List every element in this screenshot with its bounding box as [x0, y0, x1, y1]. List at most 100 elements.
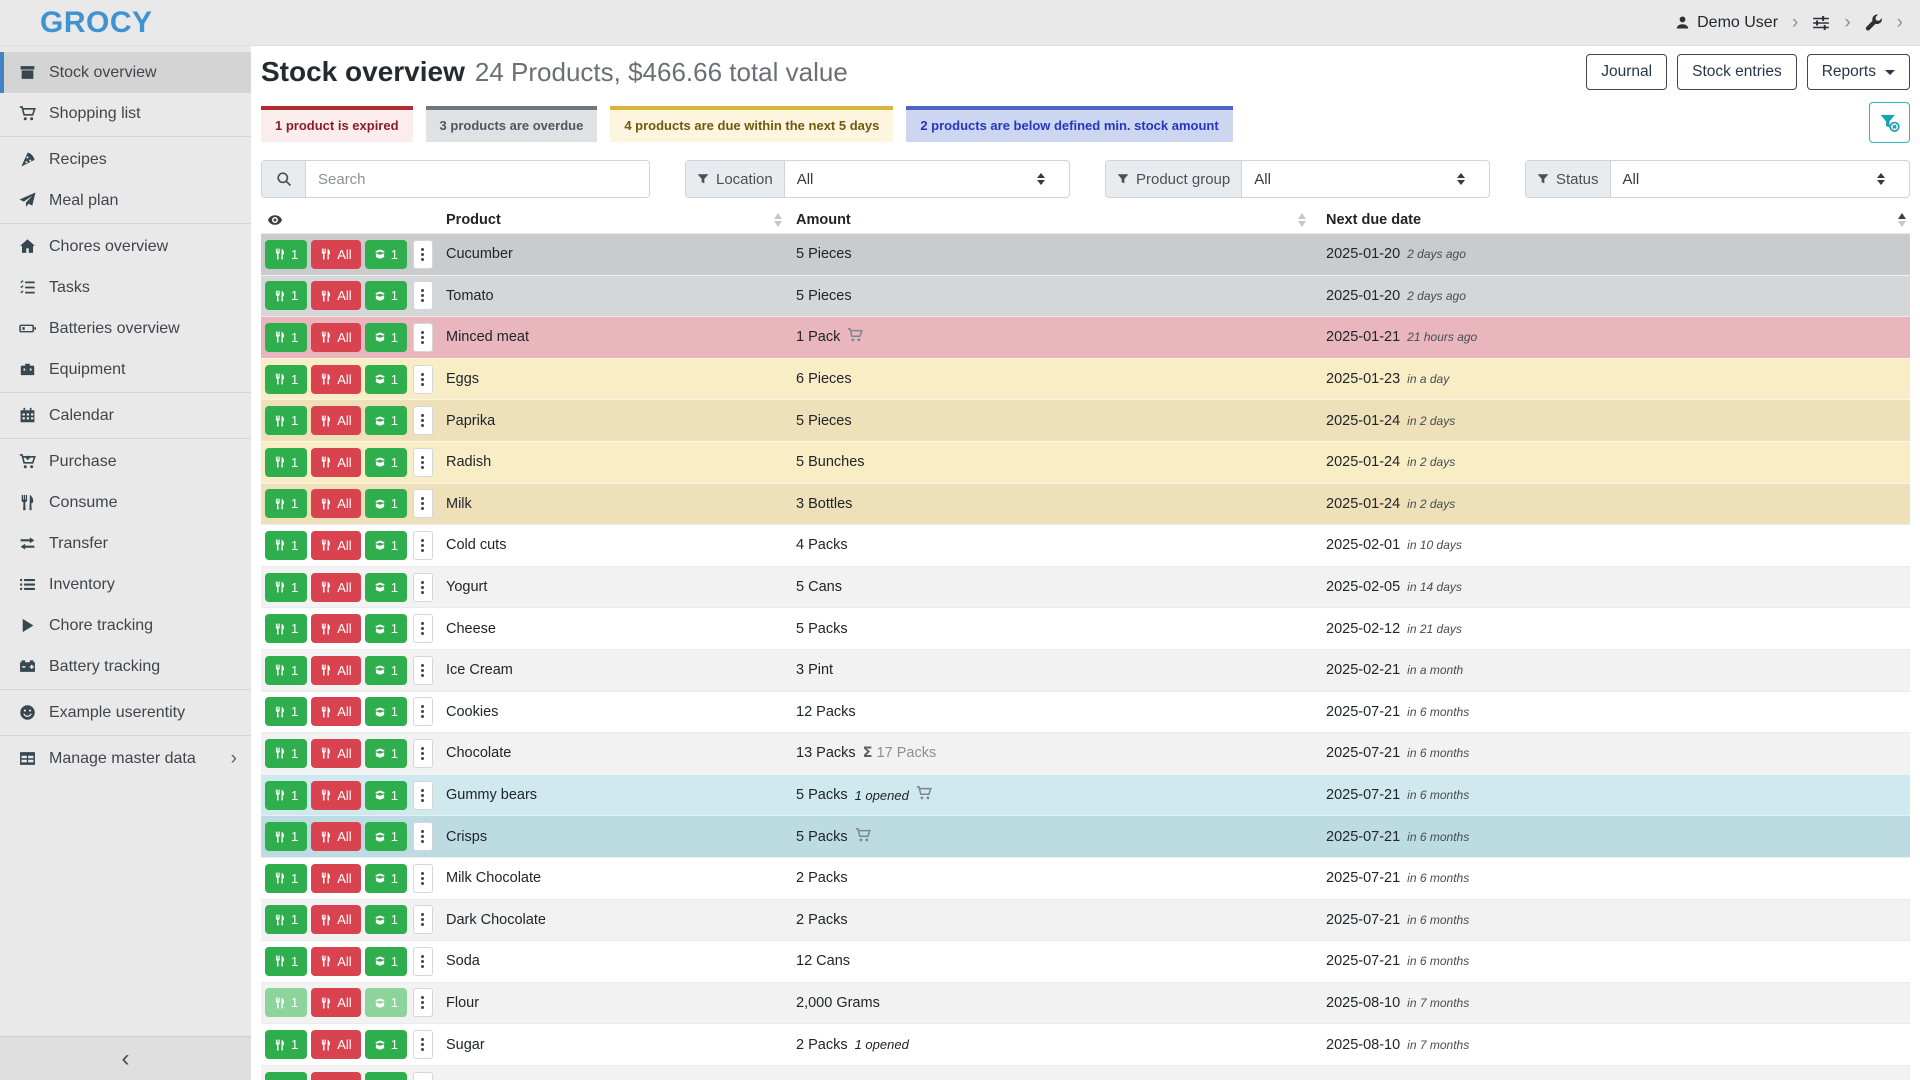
admin-chevron-icon[interactable]: › [1896, 12, 1903, 33]
column-header-amount[interactable]: Amount [796, 206, 1326, 233]
alert-overdue[interactable]: 3 products are overdue [425, 106, 598, 142]
sidebar-item-meal-plan[interactable]: Meal plan [0, 180, 251, 221]
row-menu-button[interactable] [412, 697, 433, 727]
row-menu-button[interactable] [412, 1030, 433, 1060]
sort-arrows[interactable] [1298, 212, 1306, 227]
row-menu-button[interactable] [412, 239, 433, 269]
consume-all-button[interactable]: All [311, 1071, 361, 1080]
row-menu-button[interactable] [412, 614, 433, 644]
row-menu-button[interactable] [412, 822, 433, 852]
consume-one-button[interactable]: 1 [265, 406, 308, 436]
open-one-button[interactable]: 1 [364, 988, 407, 1018]
open-one-button[interactable]: 1 [364, 1030, 407, 1060]
consume-one-button[interactable]: 1 [265, 780, 308, 810]
open-one-button[interactable]: 1 [364, 1071, 407, 1080]
open-one-button[interactable]: 1 [364, 822, 407, 852]
consume-one-button[interactable]: 1 [265, 614, 308, 644]
consume-all-button[interactable]: All [311, 572, 361, 602]
admin-wrench-icon[interactable] [1865, 14, 1883, 32]
sidebar-item-battery-tracking[interactable]: Battery tracking [0, 646, 251, 687]
row-menu-button[interactable] [412, 1071, 433, 1080]
sidebar-item-transfer[interactable]: Transfer [0, 523, 251, 564]
row-menu-button[interactable] [412, 281, 433, 311]
sidebar-item-chores-overview[interactable]: Chores overview [0, 226, 251, 267]
reports-button[interactable]: Reports [1806, 54, 1910, 90]
consume-one-button[interactable]: 1 [265, 655, 308, 685]
consume-one-button[interactable]: 1 [265, 322, 308, 352]
open-one-button[interactable]: 1 [364, 239, 407, 269]
row-menu-button[interactable] [412, 905, 433, 935]
consume-all-button[interactable]: All [311, 1030, 361, 1060]
open-one-button[interactable]: 1 [364, 614, 407, 644]
consume-all-button[interactable]: All [311, 780, 361, 810]
row-menu-button[interactable] [412, 489, 433, 519]
filter-selected-value[interactable]: All [1611, 161, 1909, 197]
consume-one-button[interactable]: 1 [265, 489, 308, 519]
row-menu-button[interactable] [412, 364, 433, 394]
sidebar-item-purchase[interactable]: Purchase [0, 441, 251, 482]
sidebar-item-shopping-list[interactable]: Shopping list [0, 93, 251, 134]
open-one-button[interactable]: 1 [364, 406, 407, 436]
consume-all-button[interactable]: All [311, 239, 361, 269]
sidebar-item-equipment[interactable]: Equipment [0, 349, 251, 390]
consume-one-button[interactable]: 1 [265, 738, 308, 768]
stock-entries-button[interactable]: Stock entries [1677, 54, 1797, 90]
open-one-button[interactable]: 1 [364, 281, 407, 311]
consume-all-button[interactable]: All [311, 738, 361, 768]
alert-belowmin[interactable]: 2 products are below defined min. stock … [906, 106, 1233, 142]
consume-one-button[interactable]: 1 [265, 572, 308, 602]
consume-all-button[interactable]: All [311, 863, 361, 893]
location-filter[interactable]: Location All [685, 160, 1070, 198]
consume-one-button[interactable]: 1 [265, 697, 308, 727]
sidebar-item-manage-master-data[interactable]: Manage master data › [0, 738, 251, 779]
column-header-product[interactable]: Product [446, 206, 796, 233]
consume-one-button[interactable]: 1 [265, 530, 308, 560]
product-group-filter[interactable]: Product group All [1105, 160, 1490, 198]
consume-all-button[interactable]: All [311, 530, 361, 560]
filter-selected-value[interactable]: All [785, 161, 1069, 197]
user-menu-chevron-icon[interactable]: › [1792, 12, 1799, 33]
consume-all-button[interactable]: All [311, 905, 361, 935]
open-one-button[interactable]: 1 [364, 322, 407, 352]
consume-all-button[interactable]: All [311, 946, 361, 976]
open-one-button[interactable]: 1 [364, 530, 407, 560]
consume-all-button[interactable]: All [311, 822, 361, 852]
alert-expired[interactable]: 1 product is expired [261, 106, 413, 142]
consume-all-button[interactable]: All [311, 988, 361, 1018]
row-menu-button[interactable] [412, 322, 433, 352]
consume-all-button[interactable]: All [311, 281, 361, 311]
sidebar-item-consume[interactable]: Consume [0, 482, 251, 523]
consume-one-button[interactable]: 1 [265, 905, 308, 935]
sort-arrows[interactable] [774, 212, 782, 227]
settings-chevron-icon[interactable]: › [1844, 12, 1851, 33]
open-one-button[interactable]: 1 [364, 780, 407, 810]
open-one-button[interactable]: 1 [364, 863, 407, 893]
open-one-button[interactable]: 1 [364, 489, 407, 519]
open-one-button[interactable]: 1 [364, 905, 407, 935]
open-one-button[interactable]: 1 [364, 697, 407, 727]
consume-all-button[interactable]: All [311, 406, 361, 436]
alert-due[interactable]: 4 products are due within the next 5 day… [610, 106, 894, 142]
column-header-next-due-date[interactable]: Next due date [1326, 206, 1910, 233]
settings-sliders-icon[interactable] [1812, 14, 1830, 32]
journal-button[interactable]: Journal [1586, 54, 1668, 90]
sidebar-item-calendar[interactable]: Calendar [0, 395, 251, 436]
row-menu-button[interactable] [412, 572, 433, 602]
consume-one-button[interactable]: 1 [265, 239, 308, 269]
user-menu[interactable]: Demo User [1675, 14, 1778, 32]
row-menu-button[interactable] [412, 738, 433, 768]
open-one-button[interactable]: 1 [364, 364, 407, 394]
consume-one-button[interactable]: 1 [265, 281, 308, 311]
sidebar-item-chore-tracking[interactable]: Chore tracking [0, 605, 251, 646]
open-one-button[interactable]: 1 [364, 738, 407, 768]
sidebar-item-tasks[interactable]: Tasks [0, 267, 251, 308]
row-menu-button[interactable] [412, 780, 433, 810]
consume-all-button[interactable]: All [311, 614, 361, 644]
sidebar-item-example-userentity[interactable]: Example userentity [0, 692, 251, 733]
consume-one-button[interactable]: 1 [265, 946, 308, 976]
clear-filters-button[interactable] [1869, 102, 1910, 143]
filter-selected-value[interactable]: All [1242, 161, 1489, 197]
sidebar-item-inventory[interactable]: Inventory [0, 564, 251, 605]
search-input[interactable] [306, 161, 649, 197]
column-header-visibility[interactable] [261, 206, 446, 233]
